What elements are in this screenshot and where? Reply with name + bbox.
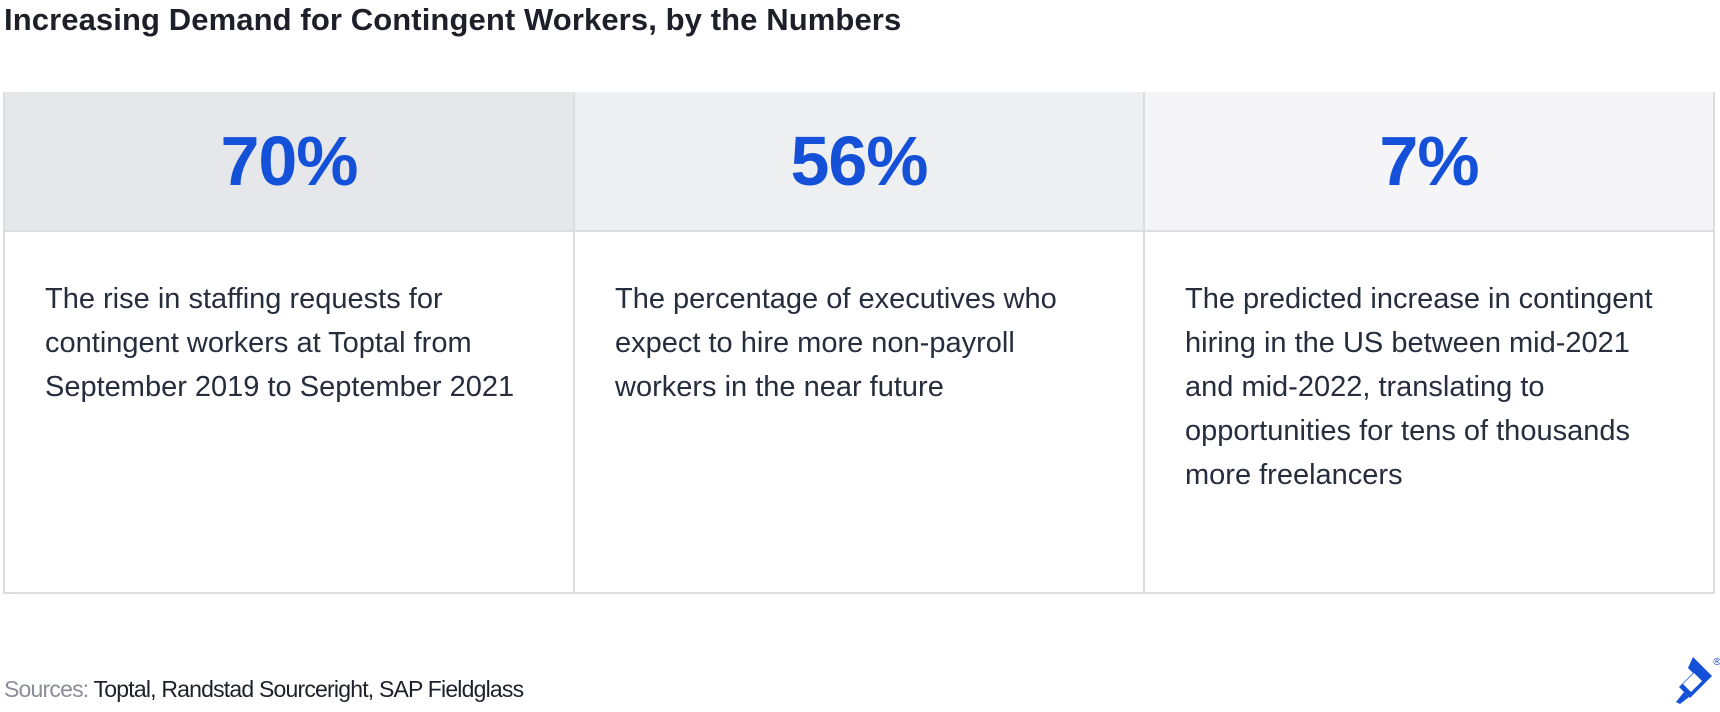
stats-table: 70% The rise in staffing requests for co… xyxy=(3,92,1715,594)
stat-description: The percentage of executives who expect … xyxy=(615,283,1057,403)
registered-mark: ® xyxy=(1712,657,1720,668)
stat-header: 7% xyxy=(1145,92,1713,232)
stat-description: The predicted increase in contingent hir… xyxy=(1185,283,1653,491)
sources-text: Toptal, Randstad Sourceright, SAP Fieldg… xyxy=(93,676,525,702)
stat-card-1: 70% The rise in staffing requests for co… xyxy=(5,92,575,594)
stat-value: 70% xyxy=(220,122,358,200)
stat-description: The rise in staffing requests for contin… xyxy=(45,283,515,403)
stat-value: 7% xyxy=(1379,122,1479,200)
page-title: Increasing Demand for Contingent Workers… xyxy=(4,2,902,37)
stat-value: 56% xyxy=(790,122,928,200)
stat-card-2: 56% The percentage of executives who exp… xyxy=(575,92,1145,594)
sources-label: Sources: xyxy=(4,676,89,702)
stat-header: 56% xyxy=(575,92,1143,232)
stat-card-3: 7% The predicted increase in contingent … xyxy=(1145,92,1715,594)
stat-header: 70% xyxy=(5,92,573,232)
sources-footer: Sources: Toptal, Randstad Sourceright, S… xyxy=(4,676,525,703)
toptal-logo-icon: ® xyxy=(1676,657,1720,704)
